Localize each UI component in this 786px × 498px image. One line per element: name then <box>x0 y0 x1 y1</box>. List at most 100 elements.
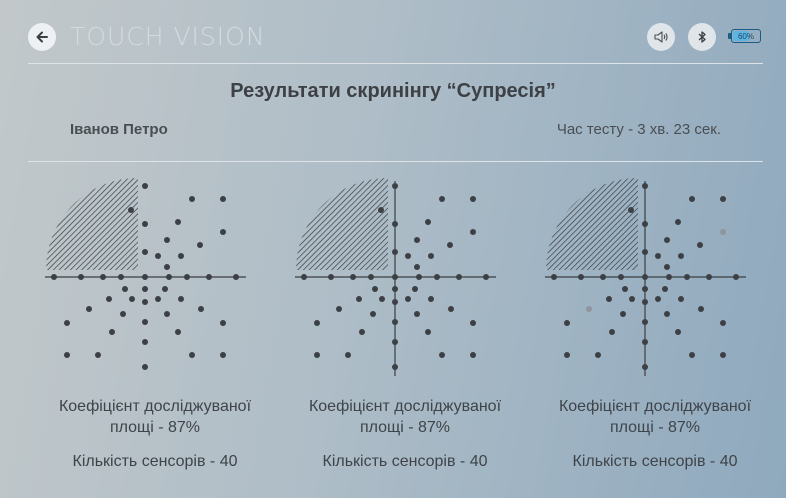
sensor-point <box>86 306 92 312</box>
sensor-point <box>392 339 398 345</box>
sensor-point <box>706 274 712 280</box>
app-logo: TOUCH VISION <box>70 22 266 51</box>
sensor-point <box>184 274 190 280</box>
sensor-point <box>372 286 378 292</box>
sensor-point <box>155 296 161 302</box>
scotoma-area <box>546 178 638 270</box>
sensor-map <box>45 178 246 370</box>
speaker-icon <box>654 31 668 43</box>
sensor-point <box>370 311 376 317</box>
sensor-point <box>655 296 661 302</box>
sensor-point <box>664 311 670 317</box>
bluetooth-icon <box>698 31 706 43</box>
sensor-point <box>345 352 351 358</box>
sensor-point <box>378 207 384 213</box>
sensor-point <box>642 221 648 227</box>
sensor-point <box>666 274 672 280</box>
sensor-point <box>425 219 431 225</box>
sensor-point <box>120 311 126 317</box>
sensor-point <box>78 274 84 280</box>
sensor-point <box>368 274 374 280</box>
sensor-point <box>142 364 148 370</box>
sensor-point <box>720 229 726 235</box>
sensor-point <box>198 306 204 312</box>
sensor-point <box>733 274 739 280</box>
sensor-point <box>142 249 148 255</box>
sensor-point <box>118 274 124 280</box>
coefficient-label: Коефіцієнт досліджуваної площі - 87% <box>308 398 502 436</box>
sensor-point <box>164 311 170 317</box>
sensor-point <box>439 352 445 358</box>
sensor-point <box>689 196 695 202</box>
sensor-point <box>405 253 411 259</box>
sensor-point <box>155 253 161 259</box>
sensor-point <box>51 274 57 280</box>
sensor-point <box>220 196 226 202</box>
sound-button[interactable] <box>647 23 675 51</box>
sensor-point <box>720 352 726 358</box>
sensor-point <box>142 299 148 305</box>
sensor-point <box>551 274 557 280</box>
sensor-point <box>675 219 681 225</box>
sensor-point <box>662 286 668 292</box>
sensor-point <box>470 196 476 202</box>
sensors-count: Кількість сенсорів - 40 <box>72 453 238 470</box>
sensor-point <box>314 320 320 326</box>
sensor-point <box>483 274 489 280</box>
sensor-point <box>206 274 212 280</box>
sensor-point <box>470 352 476 358</box>
sensor-point <box>392 274 398 280</box>
sensor-point <box>64 352 70 358</box>
sensor-point <box>720 196 726 202</box>
back-button[interactable] <box>28 23 56 51</box>
sensor-point <box>664 264 670 270</box>
sensors-count: Кількість сенсорів - 40 <box>572 453 738 470</box>
arrow-left-icon <box>36 31 48 43</box>
sensors-count: Кількість сенсорів - 40 <box>322 453 488 470</box>
sensor-point <box>564 320 570 326</box>
logo-text: TOUCH VISION <box>70 22 266 51</box>
sensor-point <box>664 237 670 243</box>
sensor-point <box>314 352 320 358</box>
sensor-point <box>428 296 434 302</box>
sensor-point <box>392 183 398 189</box>
sensor-point <box>336 306 342 312</box>
sensor-point <box>142 274 148 280</box>
sensor-point <box>392 286 398 292</box>
header: TOUCH VISION 60% <box>0 0 786 64</box>
sensor-point <box>220 352 226 358</box>
sensor-point <box>106 296 112 302</box>
scotoma-area <box>46 178 138 270</box>
sensor-point <box>164 264 170 270</box>
sensor-point <box>578 274 584 280</box>
sensor-point <box>220 320 226 326</box>
sensor-point <box>100 274 106 280</box>
info-divider <box>28 161 763 162</box>
sensor-point <box>412 286 418 292</box>
sensor-point <box>142 183 148 189</box>
sensor-point <box>128 207 134 213</box>
sensor-point <box>129 296 135 302</box>
bluetooth-button[interactable] <box>688 23 716 51</box>
sensor-point <box>642 364 648 370</box>
sensor-map <box>295 178 496 376</box>
sensor-point <box>359 329 365 335</box>
sensor-point <box>564 352 570 358</box>
sensor-point <box>642 319 648 325</box>
sensor-point <box>220 229 226 235</box>
sensor-point <box>456 274 462 280</box>
sensor-point <box>233 274 239 280</box>
sensor-point <box>642 249 648 255</box>
sensor-point <box>392 299 398 305</box>
sensor-point <box>428 253 434 259</box>
patient-name: Іванов Петро <box>70 121 168 138</box>
sensor-point <box>439 196 445 202</box>
sensor-point <box>678 296 684 302</box>
sensor-point <box>618 274 624 280</box>
sensor-point <box>689 352 695 358</box>
sensor-point <box>162 286 168 292</box>
sensor-point <box>142 339 148 345</box>
page-title: Результати скринінгу “Супресія” <box>230 80 556 102</box>
sensor-point <box>64 320 70 326</box>
sensor-point <box>629 296 635 302</box>
